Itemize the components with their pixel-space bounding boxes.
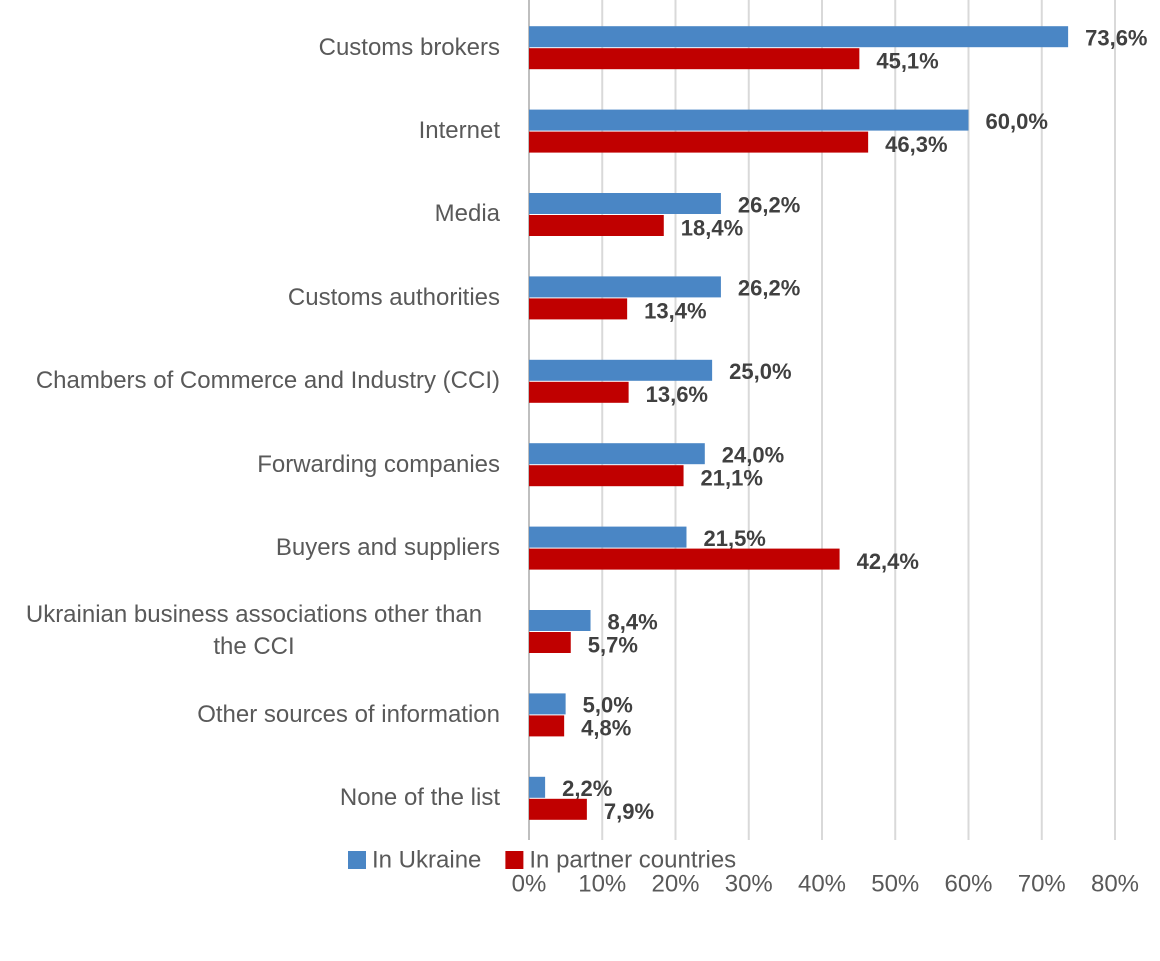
data-label: 13,4% bbox=[644, 299, 706, 324]
y-tick-label: None of the list bbox=[339, 784, 500, 812]
x-tick-label: 20% bbox=[651, 870, 699, 897]
x-tick-label: 80% bbox=[1091, 870, 1139, 897]
bar bbox=[529, 715, 565, 737]
bar bbox=[529, 193, 721, 214]
category-label-box: Other sources of information bbox=[0, 673, 500, 756]
bar bbox=[529, 548, 840, 570]
legend-swatch bbox=[505, 851, 524, 869]
category-label-box: Internet bbox=[0, 89, 500, 172]
y-tick-label: Chambers of Commerce and Industry (CCI) bbox=[35, 367, 500, 395]
bar bbox=[529, 359, 713, 381]
bar bbox=[529, 109, 969, 131]
data-label: 21,5% bbox=[703, 526, 765, 551]
x-tick-label: 70% bbox=[1018, 870, 1066, 897]
category-label-box: Chambers of Commerce and Industry (CCI) bbox=[0, 340, 500, 423]
bar bbox=[529, 215, 664, 236]
y-tick-label: Internet bbox=[418, 116, 500, 144]
y-tick-label: Buyers and suppliers bbox=[275, 533, 500, 561]
data-label: 5,0% bbox=[583, 693, 633, 718]
y-tick-label: Forwarding companies bbox=[257, 450, 500, 478]
category-label-box: Forwarding companies bbox=[0, 423, 500, 506]
data-label: 21,1% bbox=[701, 466, 763, 491]
y-tick-label: Ukrainian business associations other th… bbox=[25, 601, 483, 661]
bar bbox=[529, 276, 721, 298]
y-tick-label: Customs brokers bbox=[318, 33, 500, 61]
bar bbox=[529, 26, 1069, 48]
legend-label: In Ukraine bbox=[372, 846, 481, 873]
data-label: 13,6% bbox=[646, 382, 708, 407]
data-label: 26,2% bbox=[738, 276, 800, 301]
data-label: 42,4% bbox=[857, 549, 919, 574]
x-tick-label: 0% bbox=[512, 870, 547, 897]
legend-label: In partner countries bbox=[529, 846, 736, 873]
bar bbox=[529, 798, 587, 820]
x-tick-label: 40% bbox=[798, 870, 846, 897]
data-label: 8,4% bbox=[608, 609, 658, 634]
bar bbox=[529, 381, 629, 403]
bar bbox=[529, 693, 566, 715]
data-label: 2,2% bbox=[562, 776, 612, 801]
x-tick-label: 50% bbox=[871, 870, 919, 897]
data-label: 73,6% bbox=[1085, 26, 1147, 51]
category-label-box: Buyers and suppliers bbox=[0, 506, 500, 589]
bar bbox=[529, 610, 591, 631]
x-tick-label: 60% bbox=[944, 870, 992, 897]
bar bbox=[529, 298, 628, 320]
data-label: 5,7% bbox=[588, 632, 638, 657]
bar bbox=[529, 526, 687, 548]
x-tick-label: 10% bbox=[578, 870, 626, 897]
data-label: 26,2% bbox=[738, 192, 800, 217]
category-label-box: Customs brokers bbox=[0, 6, 500, 89]
bar bbox=[529, 632, 571, 653]
y-tick-label: Media bbox=[434, 200, 500, 228]
y-tick-label: Other sources of information bbox=[197, 700, 500, 728]
bar bbox=[529, 443, 705, 465]
data-label: 45,1% bbox=[876, 49, 938, 74]
category-label-box: None of the list bbox=[0, 757, 500, 840]
category-label-box: Customs authorities bbox=[0, 256, 500, 339]
data-label: 25,0% bbox=[729, 359, 791, 384]
category-label-box: Media bbox=[0, 173, 500, 256]
data-label: 18,4% bbox=[681, 215, 743, 240]
data-label: 7,9% bbox=[604, 799, 654, 824]
data-label: 60,0% bbox=[986, 109, 1048, 134]
data-label: 24,0% bbox=[722, 443, 784, 468]
bar bbox=[529, 48, 860, 70]
data-label: 4,8% bbox=[581, 716, 631, 741]
x-tick-label: 30% bbox=[725, 870, 773, 897]
data-label: 46,3% bbox=[885, 132, 947, 157]
legend-swatch bbox=[348, 851, 366, 869]
bar bbox=[529, 465, 684, 487]
category-label-box: Ukrainian business associations other th… bbox=[0, 590, 500, 673]
y-tick-label: Customs authorities bbox=[287, 283, 500, 311]
bar bbox=[529, 131, 869, 153]
bar bbox=[529, 776, 546, 798]
